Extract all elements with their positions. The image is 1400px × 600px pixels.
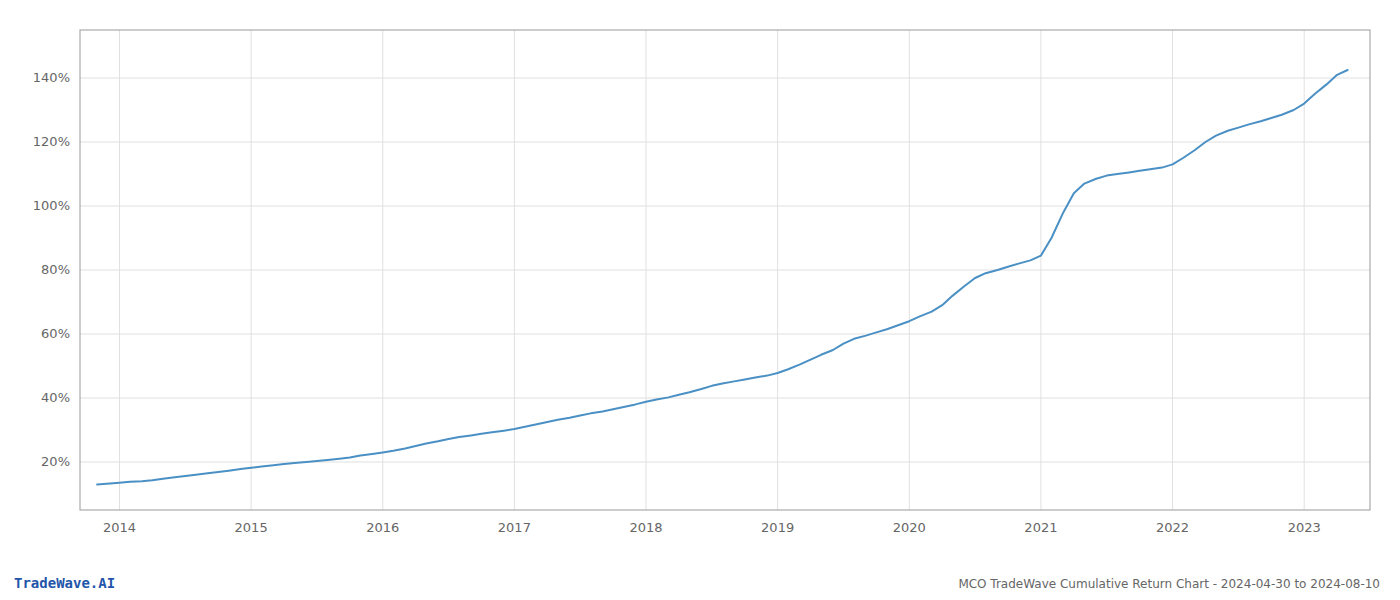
grid xyxy=(80,30,1370,510)
x-tick-label: 2022 xyxy=(1156,520,1189,535)
x-tick-label: 2019 xyxy=(761,520,794,535)
y-grid-line xyxy=(80,78,1370,79)
y-tick-label: 140% xyxy=(33,70,70,85)
y-grid-line xyxy=(80,398,1370,399)
axes: 20% 40% 60% 80% 100% 120% 140% 2014 2015 2016 2017… xyxy=(33,30,1370,535)
title: MCO TradeWave Cumulative Return Chart - … xyxy=(958,577,1380,591)
y-tick-label: 120% xyxy=(33,134,70,149)
y-grid-line xyxy=(80,270,1370,271)
watermark: TradeWave.AI xyxy=(14,575,115,591)
y-grid-line xyxy=(80,334,1370,335)
x-grid-line xyxy=(1040,30,1041,510)
x-tick-label: 2017 xyxy=(498,520,531,535)
x-grid-line xyxy=(251,30,252,510)
plot-frame xyxy=(80,30,1370,510)
x-tick-label: 2018 xyxy=(629,520,662,535)
x-grid-line xyxy=(646,30,647,510)
x-grid-line xyxy=(909,30,910,510)
y-tick-label: 40% xyxy=(41,390,70,405)
y-tick-label: 20% xyxy=(41,454,70,469)
x-grid-line xyxy=(1172,30,1173,510)
y-tick-label: 100% xyxy=(33,198,70,213)
y-grid-line xyxy=(80,142,1370,143)
x-grid-line xyxy=(777,30,778,510)
y-tick-label: 60% xyxy=(41,326,70,341)
y-grid-line xyxy=(80,206,1370,207)
x-grid-line xyxy=(514,30,515,510)
x-tick-label: 2020 xyxy=(893,520,926,535)
chart: 20% 40% 60% 80% 100% 120% 140% 2014 2015 2016 2017… xyxy=(0,0,1400,600)
x-tick-label: 2021 xyxy=(1024,520,1057,535)
y-grid-line xyxy=(80,462,1370,463)
x-tick-label: 2015 xyxy=(235,520,268,535)
x-grid-line xyxy=(119,30,120,510)
x-tick-label: 2016 xyxy=(366,520,399,535)
x-grid-line xyxy=(382,30,383,510)
x-tick-label: 2023 xyxy=(1288,520,1321,535)
line xyxy=(97,70,1348,484)
x-tick-label: 2014 xyxy=(103,520,136,535)
series xyxy=(97,70,1348,484)
y-tick-label: 80% xyxy=(41,262,70,277)
